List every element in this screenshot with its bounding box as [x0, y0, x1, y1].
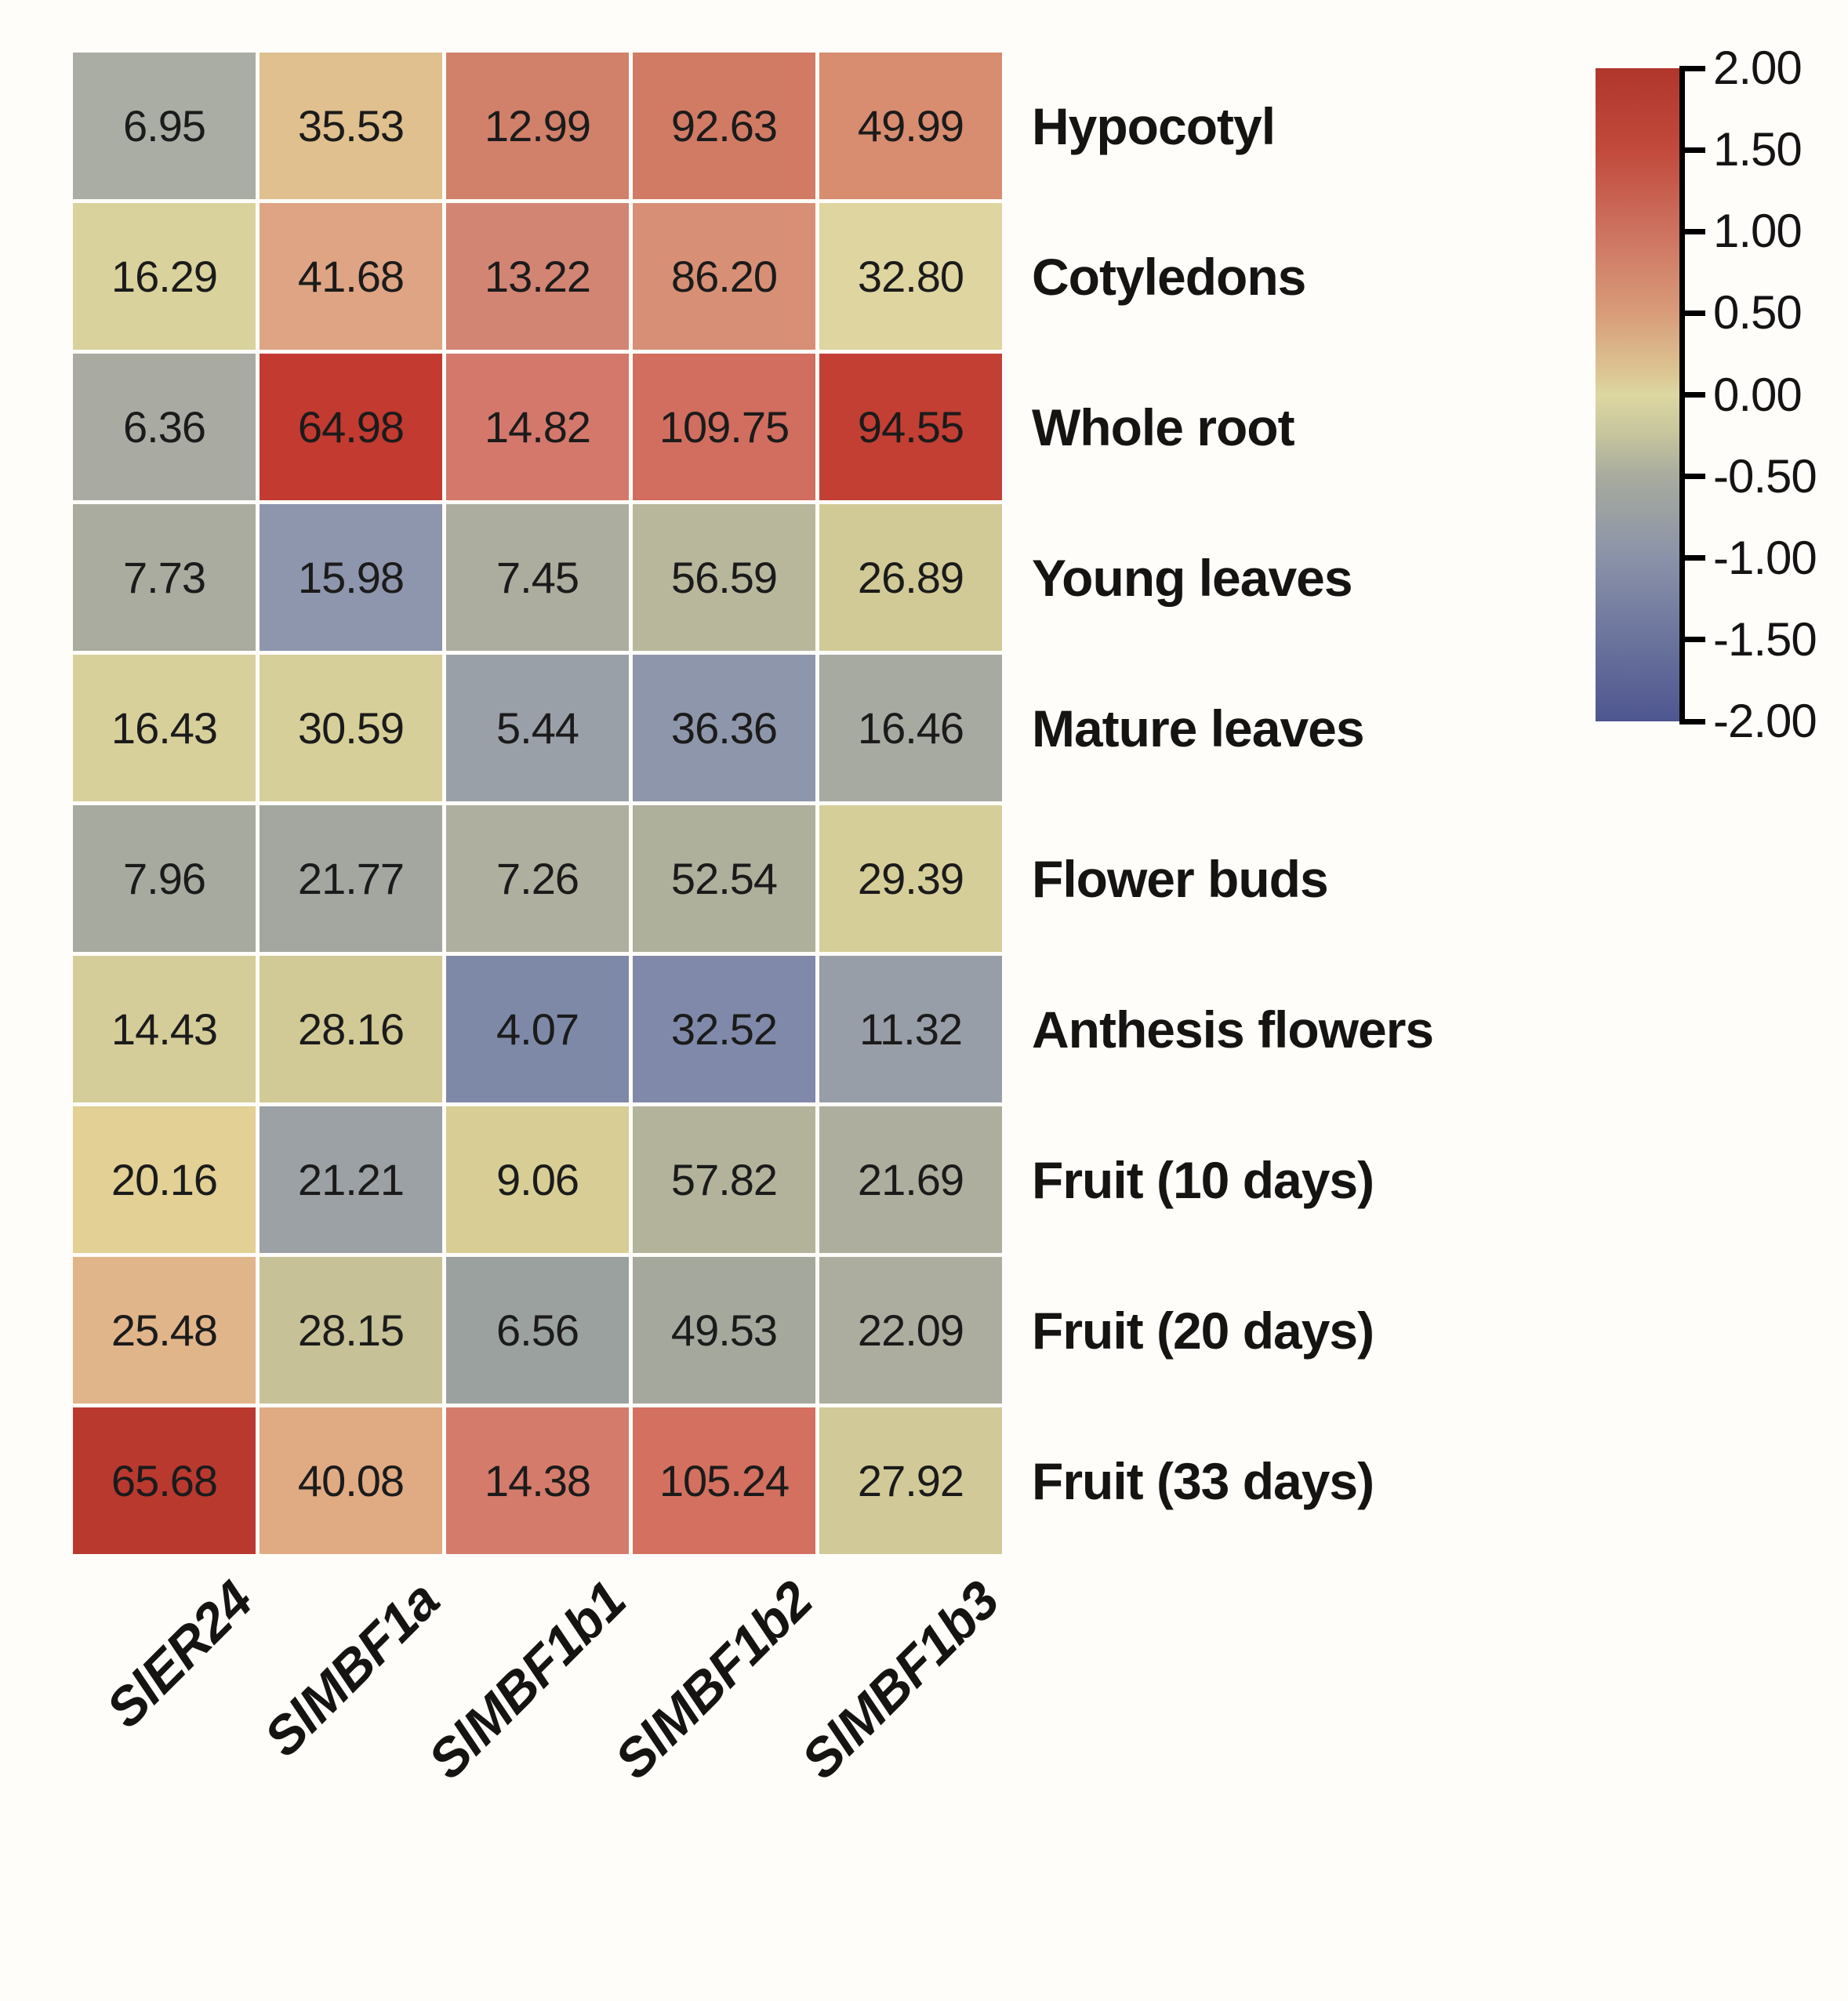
heatmap-cell: 22.09 — [819, 1257, 1002, 1404]
colorbar-tick-label: 1.50 — [1713, 123, 1803, 176]
colorbar: 2.00 1.50 1.00 0.50 0.00 -0.50 -1.00 -1.50 -2.00 — [1596, 42, 1817, 747]
heatmap-cell: 56.59 — [633, 504, 815, 651]
heatmap-cell: 92.63 — [633, 53, 815, 199]
heatmap-cell: 15.98 — [260, 504, 442, 651]
heatmap-cell: 7.26 — [446, 805, 629, 952]
heatmap-cell: 36.36 — [633, 655, 815, 801]
heatmap-cell: 41.68 — [260, 203, 442, 350]
heatmap-grid: 6.95 35.53 12.99 92.63 49.99 16.29 41.68 13.22 8… — [73, 53, 1002, 1554]
row-label: Young leaves — [1032, 548, 1353, 607]
heatmap-cell: 64.98 — [260, 354, 442, 500]
colorbar-axis-line — [1679, 66, 1685, 724]
heatmap-cell: 86.20 — [633, 203, 815, 350]
heatmap-cell: 16.43 — [73, 655, 256, 801]
colorbar-tick-label: 1.00 — [1713, 205, 1803, 258]
heatmap-cell: 25.48 — [73, 1257, 256, 1404]
row-labels: Hypocotyl Cotyledons Whole root Young leave… — [1032, 53, 1434, 1554]
heatmap-cell: 26.89 — [819, 504, 1002, 651]
row-label: Whole root — [1032, 398, 1295, 456]
heatmap-cell: 16.46 — [819, 655, 1002, 801]
heatmap-cell: 9.06 — [446, 1106, 629, 1253]
heatmap-cell: 14.43 — [73, 956, 256, 1102]
row-label: Mature leaves — [1032, 699, 1365, 757]
colorbar-tick-label: 0.50 — [1713, 286, 1803, 340]
row-label: Hypocotyl — [1032, 96, 1276, 155]
heatmap-cell: 30.59 — [260, 655, 442, 801]
colorbar-tick — [1685, 228, 1705, 234]
heatmap-cell: 12.99 — [446, 53, 629, 199]
colorbar-tick — [1685, 147, 1705, 153]
colorbar-tick — [1685, 474, 1705, 480]
heatmap-cell: 4.07 — [446, 956, 629, 1102]
heatmap-cell: 20.16 — [73, 1106, 256, 1253]
colorbar-tick — [1685, 637, 1705, 643]
heatmap-cell: 32.80 — [819, 203, 1002, 350]
colorbar-tick-label: -0.50 — [1713, 449, 1817, 503]
heatmap-cell: 21.21 — [260, 1106, 442, 1253]
colorbar-gradient — [1596, 68, 1679, 721]
heatmap-cell: 49.53 — [633, 1257, 815, 1404]
row-label: Cotyledons — [1032, 247, 1306, 306]
heatmap-cell: 7.96 — [73, 805, 256, 952]
heatmap-cell: 6.56 — [446, 1257, 629, 1404]
heatmap-cell: 65.68 — [73, 1407, 256, 1554]
colorbar-tick-label: -2.00 — [1713, 695, 1817, 747]
heatmap-cell: 94.55 — [819, 354, 1002, 500]
heatmap-cell: 14.82 — [446, 354, 629, 500]
heatmap-cell: 5.44 — [446, 655, 629, 801]
heatmap-cell: 32.52 — [633, 956, 815, 1102]
heatmap-cell: 29.39 — [819, 805, 1002, 952]
heatmap-cell: 14.38 — [446, 1407, 629, 1554]
row-label: Flower buds — [1032, 849, 1329, 908]
colorbar-tick — [1685, 718, 1705, 724]
heatmap-cell: 27.92 — [819, 1407, 1002, 1554]
colorbar-tick-label: -1.00 — [1713, 531, 1817, 584]
colorbar-tick — [1685, 555, 1705, 561]
row-label: Fruit (33 days) — [1032, 1451, 1374, 1510]
colorbar-tick — [1685, 310, 1705, 316]
row-label: Fruit (20 days) — [1032, 1301, 1374, 1360]
heatmap-cell: 105.24 — [633, 1407, 815, 1554]
colorbar-tick-label: -1.50 — [1713, 612, 1817, 666]
colorbar-tick — [1685, 65, 1705, 71]
colorbar-tick — [1685, 392, 1705, 398]
heatmap-cell: 11.32 — [819, 956, 1002, 1102]
heatmap-cell: 28.15 — [260, 1257, 442, 1404]
heatmap-cell: 13.22 — [446, 203, 629, 350]
heatmap-cell: 6.95 — [73, 53, 256, 199]
expression-heatmap-figure: 6.95 35.53 12.99 92.63 49.99 16.29 41.68 13.22 8… — [73, 42, 1817, 1790]
heatmap-cell: 16.29 — [73, 203, 256, 350]
heatmap-cell: 109.75 — [633, 354, 815, 500]
heatmap-cell: 21.77 — [260, 805, 442, 952]
heatmap-cell: 40.08 — [260, 1407, 442, 1554]
heatmap-cell: 28.16 — [260, 956, 442, 1102]
row-label: Anthesis flowers — [1032, 1000, 1434, 1059]
heatmap-cell: 35.53 — [260, 53, 442, 199]
colorbar-tick-label: 2.00 — [1713, 42, 1803, 94]
colorbar-tick-label: 0.00 — [1713, 368, 1803, 421]
row-label: Fruit (10 days) — [1032, 1150, 1374, 1209]
heatmap-cell: 21.69 — [819, 1106, 1002, 1253]
heatmap-cell: 57.82 — [633, 1106, 815, 1253]
heatmap-cell: 6.36 — [73, 354, 256, 500]
heatmap-cell: 7.73 — [73, 504, 256, 651]
heatmap-cell: 52.54 — [633, 805, 815, 952]
heatmap-cell: 7.45 — [446, 504, 629, 651]
heatmap-cell: 49.99 — [819, 53, 1002, 199]
